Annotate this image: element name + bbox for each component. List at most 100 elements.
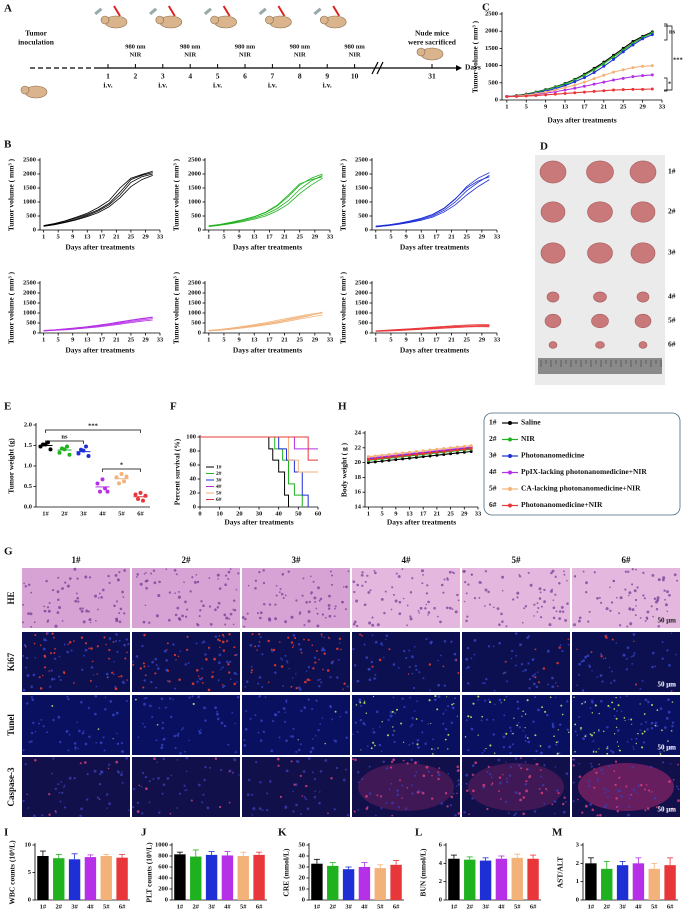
series-line <box>375 324 490 332</box>
data-point <box>631 66 635 70</box>
cell <box>115 633 118 636</box>
x-tick-label: 2# <box>467 903 474 910</box>
cell <box>539 591 542 594</box>
cell <box>650 605 653 608</box>
cell <box>80 700 83 704</box>
cell <box>664 598 666 601</box>
cell <box>582 659 585 662</box>
cell <box>654 665 657 668</box>
cell <box>554 696 557 699</box>
cell <box>465 719 468 722</box>
cell <box>150 572 153 575</box>
cell <box>650 721 654 725</box>
data-point <box>563 91 567 95</box>
cell <box>141 812 144 815</box>
cell <box>233 758 237 762</box>
cell <box>300 813 302 816</box>
cell <box>248 778 251 782</box>
cell <box>651 791 653 793</box>
x-tick-label: 29 <box>461 510 468 517</box>
cell <box>626 646 630 649</box>
cell <box>414 664 417 668</box>
histology-image <box>572 568 680 628</box>
cell <box>307 639 310 641</box>
cell <box>639 687 642 690</box>
cell <box>63 643 66 646</box>
cell <box>572 758 574 761</box>
cell <box>272 648 276 652</box>
cell <box>144 674 147 677</box>
cell <box>292 728 295 730</box>
x-tick-label: 6# <box>119 903 126 910</box>
cell <box>211 675 214 679</box>
data-point <box>631 75 635 79</box>
cell <box>178 590 180 593</box>
cell <box>297 643 301 646</box>
y-axis-label: Tumor volume ( mm³ ) <box>339 158 348 231</box>
cell <box>220 768 223 772</box>
cell <box>540 791 544 795</box>
laser <box>332 5 341 17</box>
bar <box>448 858 460 900</box>
cell <box>152 778 155 780</box>
cell <box>558 581 561 585</box>
data-point <box>621 50 625 54</box>
y-tick-label: 50 <box>299 841 306 848</box>
cell <box>662 578 665 582</box>
y-tick-label: 80 <box>190 447 197 454</box>
cell <box>306 678 310 681</box>
cell <box>49 652 53 655</box>
cell <box>303 638 305 641</box>
cell <box>96 796 100 799</box>
cell <box>318 599 321 602</box>
data-point <box>95 481 100 486</box>
cell <box>644 809 647 812</box>
data-point <box>621 88 625 92</box>
x-tick-label: 10 <box>216 510 223 517</box>
row-label: 1# <box>668 167 676 176</box>
x-tick-label: 30 <box>256 510 263 517</box>
cell <box>73 742 77 745</box>
cell <box>507 812 510 815</box>
cell <box>543 802 546 805</box>
cell <box>88 735 91 739</box>
cell <box>505 695 508 698</box>
cell <box>268 618 272 622</box>
cell <box>307 619 311 623</box>
cell <box>250 668 254 672</box>
cell <box>143 702 147 706</box>
cell <box>295 803 298 807</box>
cell <box>578 775 582 779</box>
mouse-head <box>265 15 274 25</box>
cell <box>120 773 123 777</box>
cell <box>228 770 231 773</box>
legend-label: Photonanomedicine <box>521 451 585 460</box>
cell <box>58 675 61 678</box>
event-label: 980 nm <box>290 43 311 50</box>
cell <box>246 612 249 615</box>
data-point <box>553 88 557 92</box>
data-point <box>136 496 140 501</box>
cell <box>510 649 514 653</box>
cell <box>43 666 47 669</box>
cell <box>360 749 362 751</box>
cell <box>551 803 554 806</box>
x-tick-label: 5# <box>118 510 125 517</box>
data-point <box>86 453 91 458</box>
cell <box>118 620 122 624</box>
y-tick-label: 40 <box>190 475 197 482</box>
cell <box>677 799 680 802</box>
cell <box>88 576 92 579</box>
cell <box>509 752 512 755</box>
histology-image <box>132 695 240 755</box>
cell <box>590 699 594 702</box>
cell <box>225 616 229 620</box>
cell <box>465 789 469 793</box>
cell <box>572 800 575 803</box>
y-tick-label: 2000 <box>485 28 498 35</box>
cell <box>493 752 496 754</box>
cell <box>221 666 224 669</box>
cell <box>437 777 440 781</box>
cell <box>512 732 514 735</box>
cell <box>344 608 347 611</box>
